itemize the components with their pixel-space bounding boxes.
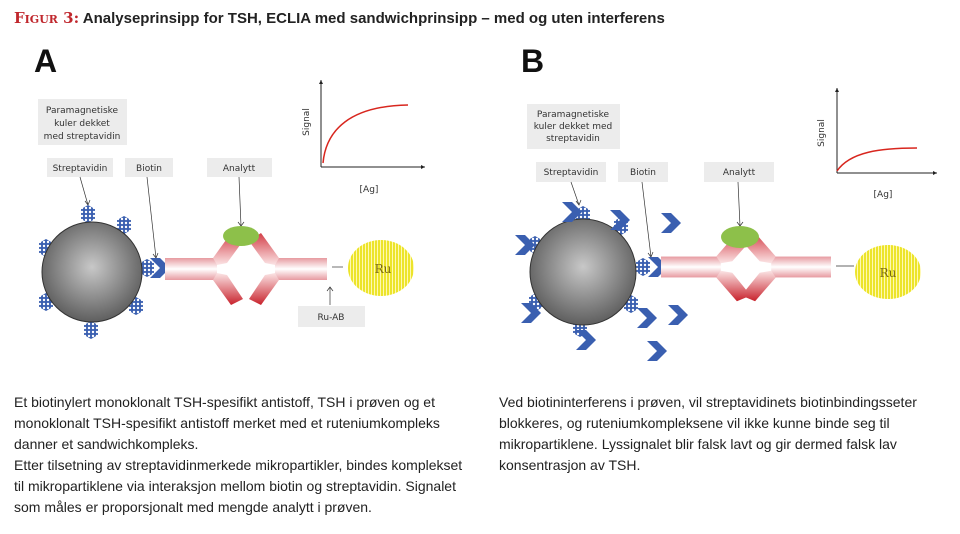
caption-paragraph: Ved biotininterferens i prøven, vil stre…	[499, 394, 917, 473]
biotin-label-box	[125, 158, 173, 177]
figure-title: Figur 3: Analyseprinsipp for TSH, ECLIA …	[14, 9, 665, 27]
analyte-label-box	[704, 162, 774, 182]
analyte	[721, 226, 759, 248]
panel-a: A Paramagnetiske kuler dekket med strept…	[34, 43, 425, 339]
streptavidin-label-box	[47, 158, 113, 177]
magnetic-bead	[41, 221, 143, 323]
analyte-label: Analytt	[723, 168, 756, 178]
magnetic-bead	[529, 218, 637, 326]
streptavidin-label-box	[536, 162, 606, 182]
streptavidin-label: Streptavidin	[53, 164, 108, 174]
panel-b-letter: B	[521, 43, 544, 79]
biotin-label: Biotin	[630, 168, 656, 178]
biotin-label: Biotin	[136, 164, 162, 174]
panel-a-letter: A	[34, 43, 57, 79]
graph-xlabel: [Ag]	[874, 190, 893, 200]
streptavidin-label: Streptavidin	[544, 168, 599, 178]
ru-label: Ru	[375, 262, 392, 276]
ruthenium-complex	[348, 240, 414, 296]
signal-curve	[322, 104, 409, 164]
ru-ab-label: Ru-AB	[318, 313, 345, 323]
graph-ylabel: Signal	[302, 108, 312, 136]
analyte-label: Analytt	[223, 164, 256, 174]
bead-label-line: kuler dekket	[54, 119, 110, 129]
ru-label: Ru	[880, 266, 897, 280]
analyte-label-box	[207, 158, 272, 177]
figure-title-text: Analyseprinsipp for TSH, ECLIA med sandw…	[82, 10, 665, 27]
bead-label-line: streptavidin	[546, 134, 600, 144]
ru-antibody	[249, 233, 327, 305]
figure-label: Figur 3:	[14, 9, 80, 27]
biotin-label-box	[618, 162, 668, 182]
bead-label-line: Paramagnetiske	[537, 110, 610, 120]
graph-ylabel: Signal	[817, 119, 827, 147]
analyte	[223, 226, 259, 246]
signal-graph-b: Signal [Ag]	[817, 88, 937, 200]
caption-paragraph: Et biotinylert monoklonalt TSH-spesifikt…	[14, 394, 440, 452]
caption-paragraph: Etter tilsetning av streptavidinmerkede …	[14, 457, 463, 515]
bead-label-line: med streptavidin	[44, 132, 121, 142]
signal-curve	[836, 147, 918, 172]
bead-label-line: kuler dekket med	[534, 122, 613, 132]
ru-ab-label-box	[298, 306, 365, 327]
bead-label-line: Paramagnetiske	[46, 106, 119, 116]
panel-b-caption: Ved biotininterferens i prøven, vil stre…	[499, 392, 949, 476]
ruthenium-complex	[855, 245, 921, 299]
panel-a-caption: Et biotinylert monoklonalt TSH-spesifikt…	[14, 392, 474, 518]
panel-b: B Paramagnetiske kuler dekket med strept…	[515, 43, 937, 361]
graph-xlabel: [Ag]	[360, 185, 379, 195]
bead-label-box	[527, 104, 620, 149]
bead-label-box	[38, 99, 127, 145]
signal-graph-a: Signal [Ag]	[302, 80, 425, 195]
